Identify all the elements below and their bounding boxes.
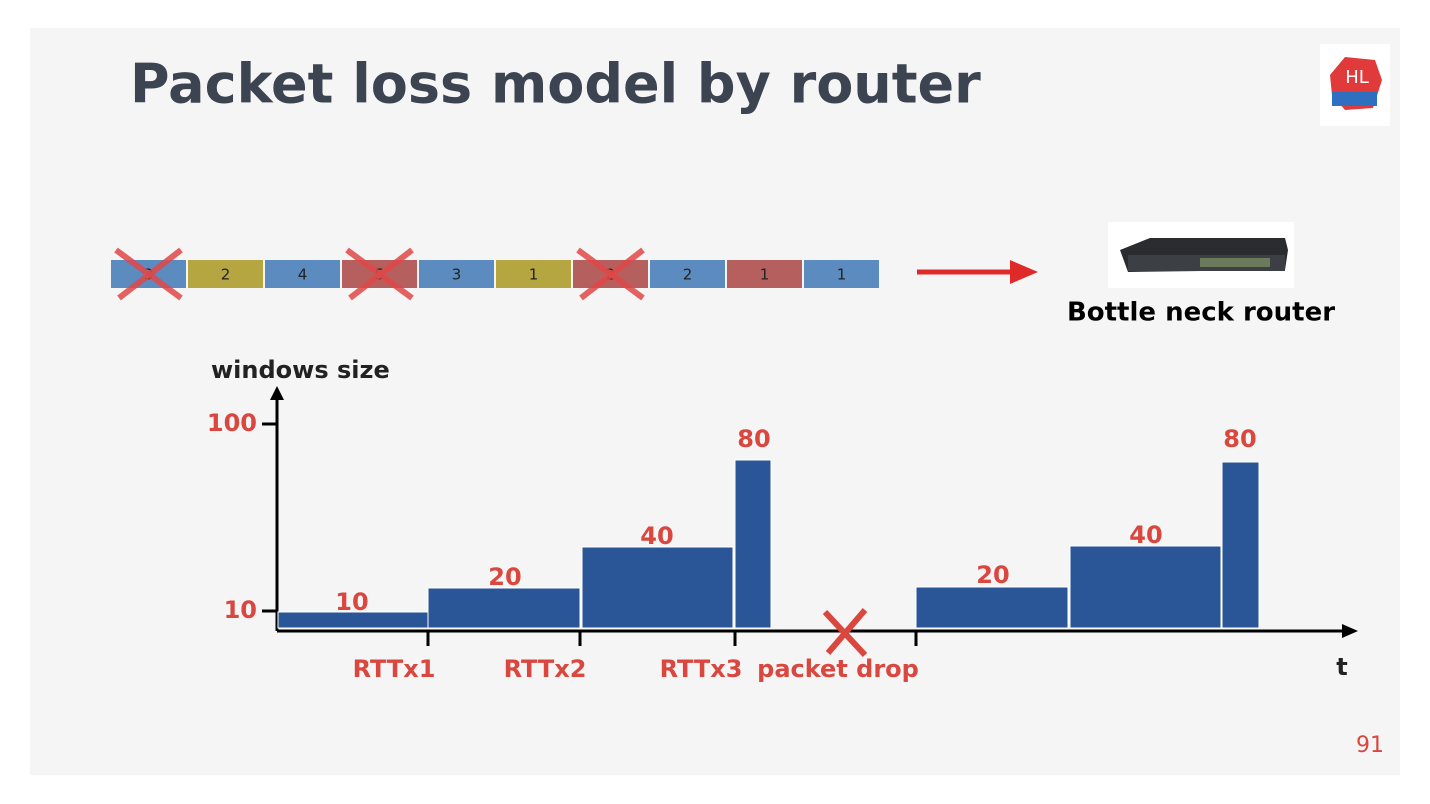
packet bbox=[188, 260, 263, 288]
x-label: RTTx2 bbox=[504, 655, 587, 683]
packet-label: 1 bbox=[837, 266, 847, 284]
bar bbox=[1221, 461, 1260, 629]
bar bbox=[581, 546, 734, 629]
bar bbox=[1069, 545, 1222, 629]
packet-label: 2 bbox=[221, 266, 231, 284]
drop-cross bbox=[579, 247, 645, 301]
bar-label: 20 bbox=[976, 561, 1009, 589]
page-number: 91 bbox=[1356, 733, 1384, 758]
packet bbox=[265, 260, 340, 288]
packet-label: 3 bbox=[452, 266, 462, 284]
title: Packet loss model by router bbox=[130, 53, 981, 116]
x-axis-label: t bbox=[1336, 653, 1347, 681]
arrow bbox=[917, 260, 1038, 284]
bar-label: 40 bbox=[1129, 521, 1162, 549]
packet-label: 4 bbox=[298, 266, 308, 284]
drop-cross bbox=[117, 247, 183, 301]
router-caption: Bottle neck router bbox=[1067, 298, 1335, 328]
y-tick-label: 10 bbox=[224, 596, 257, 624]
y-tick-label: 100 bbox=[207, 409, 257, 437]
bar-label: 40 bbox=[640, 522, 673, 550]
y-arrow bbox=[270, 386, 284, 400]
bar bbox=[915, 586, 1069, 629]
packet-label: 1 bbox=[760, 266, 770, 284]
bar-label: 80 bbox=[1223, 425, 1256, 453]
bar bbox=[427, 587, 581, 629]
bar-label: 80 bbox=[737, 425, 770, 453]
packet bbox=[419, 260, 494, 288]
x-label: RTTx3 bbox=[660, 655, 743, 683]
slide-background bbox=[30, 28, 1400, 775]
bar-label: 20 bbox=[488, 563, 521, 591]
packet bbox=[650, 260, 725, 288]
axes bbox=[262, 398, 1345, 633]
packet bbox=[727, 260, 802, 288]
bar bbox=[734, 459, 772, 629]
bar-label: 10 bbox=[335, 588, 368, 616]
router-image bbox=[1108, 222, 1294, 288]
x-label: packet drop bbox=[757, 655, 919, 683]
logo-text: HL bbox=[1345, 67, 1369, 88]
x-label: RTTx1 bbox=[353, 655, 436, 683]
drop-cross bbox=[348, 247, 414, 301]
packet bbox=[804, 260, 879, 288]
logo: HL bbox=[1320, 44, 1390, 126]
x-arrow bbox=[1342, 624, 1358, 638]
packet-label: 2 bbox=[683, 266, 693, 284]
drop-mark bbox=[822, 608, 868, 658]
packet bbox=[496, 260, 571, 288]
axis-label: windows size bbox=[211, 356, 390, 384]
packet-label: 1 bbox=[529, 266, 539, 284]
